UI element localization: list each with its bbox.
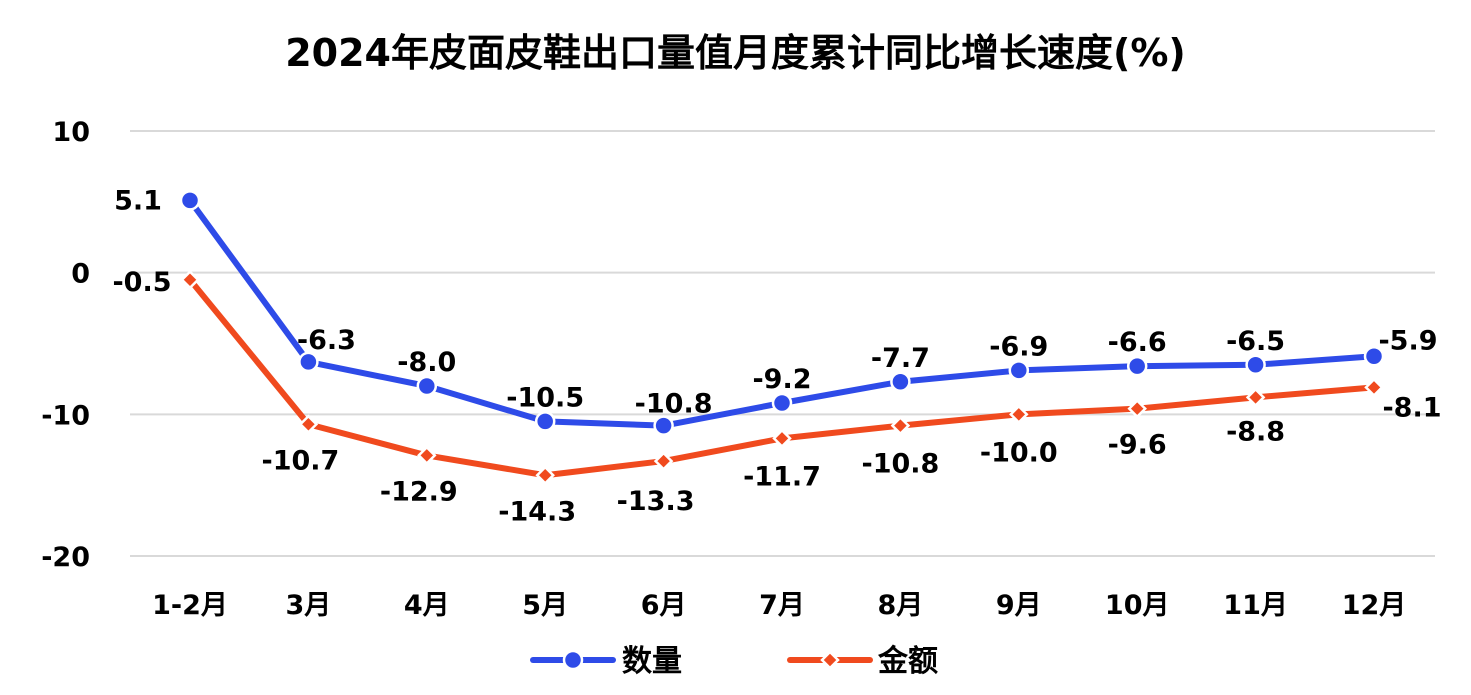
x-tick-label: 10月	[1105, 590, 1170, 621]
data-point	[1363, 346, 1385, 367]
data-label: -8.1	[1382, 392, 1441, 423]
data-label: -8.8	[1226, 416, 1285, 447]
data-point	[1245, 387, 1266, 408]
x-tick-label: 6月	[641, 590, 687, 621]
data-label: -14.3	[498, 496, 576, 527]
legend-marker	[562, 649, 584, 671]
data-label: 5.1	[114, 185, 162, 216]
data-point	[180, 269, 200, 290]
y-tick-label: -20	[41, 542, 90, 573]
data-label: -5.9	[1378, 325, 1437, 356]
legend: 数量 金额	[530, 644, 938, 679]
data-label: -6.6	[1108, 327, 1167, 358]
data-label: -13.3	[617, 486, 695, 517]
data-point	[1364, 377, 1384, 398]
data-point	[653, 415, 674, 436]
data-point	[1245, 354, 1266, 375]
data-point	[1008, 360, 1030, 381]
x-axis-ticks: 1-2月 3月 4月 5月 6月 7月 8月 9月 10月 11月 12月	[152, 590, 1406, 621]
legend-marker	[820, 650, 840, 670]
data-label: -6.3	[297, 325, 356, 356]
y-tick-label: 0	[71, 259, 90, 290]
x-tick-label: 3月	[286, 590, 332, 621]
series-lines	[179, 190, 1385, 486]
data-point	[298, 414, 319, 435]
data-point	[772, 428, 792, 449]
x-tick-label: 4月	[404, 590, 450, 621]
data-label: -10.5	[506, 382, 584, 413]
x-tick-label: 1-2月	[152, 590, 228, 621]
data-label: -6.9	[989, 331, 1048, 362]
data-point	[890, 415, 911, 436]
data-point	[1009, 404, 1029, 425]
data-label: -11.7	[743, 461, 821, 492]
data-label: -10.8	[635, 389, 713, 420]
gridlines	[130, 130, 1435, 557]
x-tick-label: 5月	[522, 590, 568, 621]
data-point	[534, 411, 556, 432]
x-tick-label: 11月	[1223, 590, 1288, 621]
legend-label: 金额	[877, 644, 938, 679]
chart-title: 2024年皮面皮鞋出口量值月度累计同比增长速度(%)	[285, 31, 1186, 75]
data-point	[890, 371, 911, 392]
data-point	[416, 375, 438, 397]
data-label: -10.8	[861, 449, 939, 480]
y-tick-label: 10	[52, 117, 90, 148]
x-tick-label: 12月	[1342, 590, 1407, 621]
data-labels: 5.1 -6.3 -8.0 -10.5 -10.8 -9.2 -7.7 -6.9 -6.6 -6.…	[112, 185, 1441, 527]
x-tick-label: 8月	[878, 590, 924, 621]
data-point	[298, 351, 319, 373]
data-label: -7.7	[871, 343, 930, 374]
data-label: -9.6	[1108, 430, 1167, 461]
y-tick-label: -10	[41, 400, 90, 431]
data-label: -6.5	[1226, 326, 1285, 357]
data-label: -8.0	[397, 347, 456, 378]
data-point	[771, 392, 793, 414]
data-point	[535, 465, 555, 486]
data-label: -9.2	[752, 364, 811, 395]
y-axis-ticks: 10 0 -10 -20	[41, 117, 90, 573]
x-tick-label: 7月	[759, 590, 805, 621]
data-point	[653, 451, 674, 471]
data-label: -12.9	[380, 476, 458, 507]
data-label: -10.7	[261, 445, 339, 476]
data-point	[179, 190, 201, 211]
data-label: -10.0	[980, 437, 1058, 468]
data-point	[417, 445, 437, 466]
legend-label: 数量	[622, 644, 682, 679]
data-point	[1127, 398, 1147, 419]
x-tick-label: 9月	[996, 590, 1042, 621]
data-label: -0.5	[112, 267, 171, 298]
data-point	[1126, 355, 1148, 377]
